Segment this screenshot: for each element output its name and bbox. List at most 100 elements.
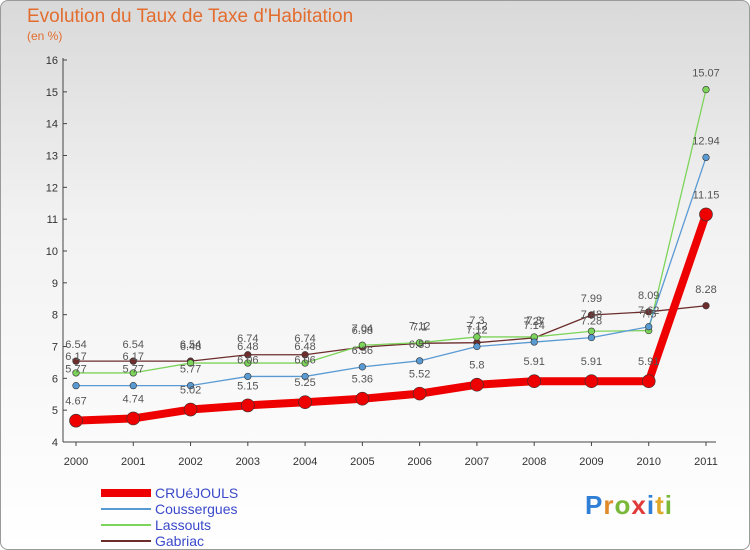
data-label: 7.3 [527, 315, 542, 327]
x-tick-label: 2010 [636, 456, 660, 468]
proxiti-logo: Proxiti [585, 490, 673, 520]
data-label: 8.28 [695, 284, 716, 296]
data-label: 7.04 [352, 323, 373, 335]
x-tick-label: 2002 [178, 456, 202, 468]
data-label: 7.27 [523, 316, 544, 328]
data-point [358, 363, 366, 371]
data-point [702, 153, 710, 162]
data-point [72, 382, 80, 390]
legend-swatch [101, 540, 151, 542]
data-label: 7.48 [581, 309, 602, 321]
x-tick-label: 2000 [64, 456, 88, 468]
data-label: 6.17 [65, 351, 86, 363]
data-point [241, 398, 255, 413]
data-point [186, 359, 195, 367]
y-tick-label: 7 [52, 342, 58, 354]
data-label: 7.12 [466, 325, 487, 337]
x-tick-label: 2005 [350, 456, 374, 468]
data-label: 5.02 [180, 385, 201, 397]
data-label: 6.48 [180, 341, 201, 353]
y-tick-label: 12 [46, 182, 58, 194]
data-point [473, 342, 481, 351]
data-label: 5.25 [294, 377, 315, 389]
data-label: 7.5 [641, 309, 656, 321]
data-label: 8.09 [638, 290, 659, 302]
data-label: 5.77 [65, 364, 86, 376]
y-tick-label: 16 [46, 55, 58, 67]
data-label: 6.54 [65, 339, 86, 351]
data-point [702, 86, 710, 94]
legend-label: Lassouts [155, 517, 212, 533]
data-point [473, 333, 481, 341]
x-tick-label: 2003 [236, 456, 260, 468]
data-point [645, 308, 653, 316]
data-label: 5.52 [409, 369, 430, 381]
data-label: 5.91 [638, 356, 659, 368]
data-point [129, 382, 137, 390]
data-label: 7.14 [523, 320, 544, 332]
data-label: 6.54 [180, 339, 201, 351]
data-label: 5.91 [523, 356, 544, 368]
data-point [587, 327, 596, 335]
x-tick-label: 2008 [522, 456, 546, 468]
data-point [72, 369, 80, 377]
data-label: 6.54 [123, 339, 144, 351]
legend-swatch [101, 508, 151, 510]
data-point [587, 333, 596, 342]
data-label: 6.06 [294, 354, 315, 366]
data-point [72, 357, 80, 365]
legend-swatch [101, 524, 151, 526]
data-point [412, 386, 427, 401]
x-tick-label: 2001 [121, 456, 145, 468]
data-point [244, 351, 252, 359]
data-label: 5.77 [123, 364, 144, 376]
legend-label: CRUéJOULS [155, 485, 239, 501]
data-point [470, 377, 484, 392]
legend-item-cruejouls: CRUéJOULS [101, 485, 238, 501]
series-line-2 [76, 89, 707, 374]
chart-legend: CRUéJOULS Coussergues Lassouts Gabriac [101, 485, 238, 549]
x-tick-label: 2009 [579, 456, 603, 468]
data-point [244, 372, 252, 381]
data-point [244, 359, 252, 367]
data-point [645, 323, 653, 331]
legend-item-gabriac: Gabriac [101, 533, 238, 549]
y-tick-label: 5 [52, 405, 58, 417]
y-tick-label: 10 [46, 246, 58, 258]
y-axis-unit-label: (en %) [27, 29, 63, 43]
data-point [530, 338, 538, 346]
legend-swatch [101, 489, 151, 497]
data-label: 7.3 [469, 315, 484, 327]
series-line-0 [75, 213, 710, 425]
data-point [301, 359, 309, 367]
data-label: 11.15 [693, 189, 720, 201]
data-label: 6.48 [294, 341, 315, 353]
data-point [699, 207, 713, 222]
data-label: 6.48 [237, 341, 258, 353]
data-point [584, 374, 599, 388]
data-point [301, 372, 309, 381]
data-point [183, 402, 198, 417]
data-label: 6.98 [352, 325, 373, 337]
y-tick-label: 11 [47, 214, 58, 226]
x-tick-label: 2007 [465, 456, 489, 468]
y-tick-label: 4 [52, 437, 58, 449]
data-label: 4.74 [123, 393, 144, 405]
data-point [129, 369, 137, 377]
data-label: 6.74 [237, 333, 258, 345]
data-label: 7.62 [638, 305, 659, 317]
chart-title: Evolution du Taux de Taxe d'Habitation [27, 6, 354, 27]
y-tick-label: 9 [52, 278, 58, 290]
data-label: 6.55 [409, 339, 430, 351]
data-label: 7.12 [466, 321, 487, 333]
data-label: 5.36 [352, 374, 373, 386]
data-point [641, 374, 656, 388]
data-label: 5.8 [469, 360, 484, 372]
data-label: 4.67 [65, 396, 86, 408]
data-label: 6.36 [352, 345, 373, 357]
legend-label: Gabriac [155, 533, 205, 549]
y-tick-label: 6 [52, 373, 58, 385]
data-point [129, 357, 137, 365]
legend-item-lassouts: Lassouts [101, 517, 238, 533]
